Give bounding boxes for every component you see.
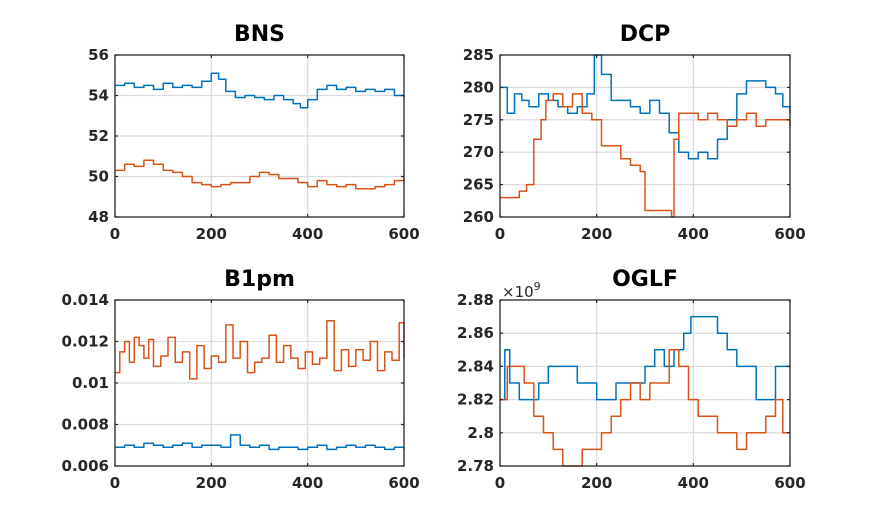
- chart-title: DCP: [620, 22, 671, 47]
- x-tick-label: 600: [388, 474, 419, 492]
- chart-panel-b1pm: 0 200 400 600 0.006 0.008 0.01 0.012 0.014 B1pm: [62, 267, 420, 492]
- x-tick-label: 400: [678, 474, 709, 492]
- chart-panel-dcp: 0 200 400 600 260 265 270 275 280 285 DCP: [463, 22, 806, 243]
- y-tick-label: 2.82: [457, 391, 494, 409]
- y-tick-label: 54: [88, 87, 109, 105]
- y-tick-label: 275: [463, 111, 494, 129]
- y-exponent-power: 9: [534, 280, 541, 293]
- x-tick-label: 600: [388, 225, 419, 243]
- y-tick-label: 280: [463, 78, 494, 96]
- y-tick-label: 0.006: [62, 457, 109, 475]
- x-tick-label: 600: [774, 474, 805, 492]
- series-line-2: [115, 159, 405, 190]
- chart-title: B1pm: [224, 267, 295, 292]
- x-tick-label: 400: [678, 225, 709, 243]
- axes-frame: [499, 54, 791, 218]
- x-tick-label: 600: [774, 225, 805, 243]
- chart-panel-bns: 0 200 400 600 48 50 52 54 56 BNS: [88, 22, 420, 243]
- y-tick-label: 2.88: [457, 291, 494, 309]
- series-line-1: [500, 54, 791, 160]
- y-tick-label: 265: [463, 176, 494, 194]
- x-tick-label: 200: [196, 225, 227, 243]
- y-tick-label: 2.8: [467, 424, 494, 442]
- y-tick-label: 56: [88, 46, 109, 64]
- y-tick-label: 0.01: [72, 374, 109, 392]
- x-tick-label: 400: [292, 474, 323, 492]
- y-tick-label: 2.86: [457, 324, 494, 342]
- y-tick-label: 0.012: [62, 333, 109, 351]
- chart-title: BNS: [234, 22, 285, 47]
- axes-frame: [499, 299, 791, 467]
- chart-panel-oglf: 0 200 400 600 2.78 2.8 2.82 2.84 2.86 2.88 OGLF ×10…: [457, 267, 806, 492]
- y-tick-label: 270: [463, 143, 494, 161]
- series-line-1: [115, 72, 405, 109]
- y-tick-label: 285: [463, 46, 494, 64]
- x-tick-label: 400: [292, 225, 323, 243]
- y-tick-label: 48: [88, 208, 109, 226]
- series-line-2: [500, 93, 791, 218]
- series-line-2: [500, 349, 790, 467]
- y-tick-label: 0.014: [62, 291, 109, 309]
- x-tick-label: 0: [110, 474, 120, 492]
- x-tick-label: 0: [495, 225, 505, 243]
- series-line-2: [115, 320, 405, 380]
- y-tick-label: 2.78: [457, 457, 494, 475]
- y-tick-label: 2.84: [457, 357, 494, 375]
- y-tick-label: 260: [463, 208, 494, 226]
- y-tick-label: 52: [88, 127, 109, 145]
- series-line-1: [500, 315, 790, 401]
- x-tick-label: 0: [495, 474, 505, 492]
- x-tick-label: 200: [581, 225, 612, 243]
- x-tick-label: 0: [110, 225, 120, 243]
- chart-title: OGLF: [612, 267, 678, 292]
- y-exponent-label: ×109: [502, 280, 541, 301]
- x-tick-label: 200: [581, 474, 612, 492]
- y-tick-label: 0.008: [62, 416, 109, 434]
- x-tick-label: 200: [196, 474, 227, 492]
- series-line-1: [115, 434, 405, 451]
- y-tick-label: 50: [88, 168, 109, 186]
